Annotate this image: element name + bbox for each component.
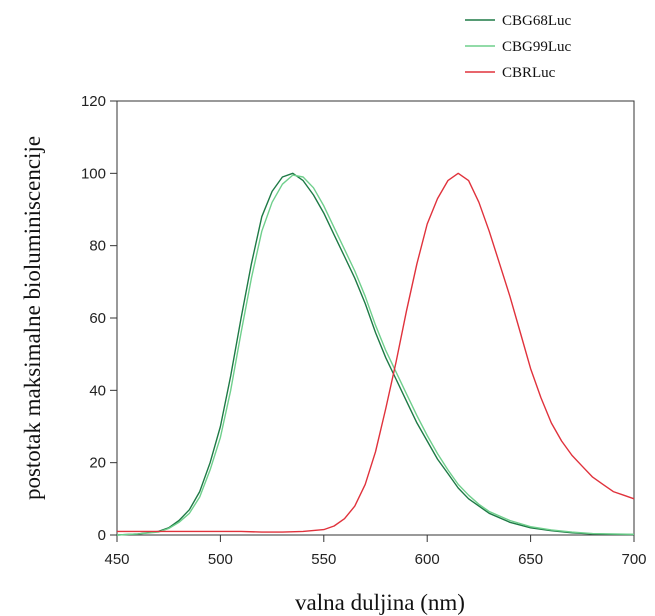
y-axis: 0 20 40 60 80 100 120 [81, 93, 117, 544]
y-tick-label: 80 [89, 238, 106, 255]
x-tick-label: 500 [208, 551, 233, 568]
x-tick-label: 650 [518, 551, 543, 568]
legend: CBG68Luc CBG99Luc CBRLuc [465, 13, 572, 81]
legend-label: CBG99Luc [502, 39, 572, 55]
y-tick-label: 60 [89, 310, 106, 327]
x-tick-label: 550 [311, 551, 336, 568]
y-tick-label: 120 [81, 93, 106, 110]
series-lines [116, 172, 635, 536]
x-tick-label: 450 [104, 551, 129, 568]
y-tick-label: 20 [89, 455, 106, 472]
legend-label: CBG68Luc [502, 13, 572, 29]
y-tick-label: 100 [81, 165, 106, 182]
x-axis-title: valna duljina (nm) [295, 590, 465, 615]
y-tick-label: 0 [98, 527, 106, 544]
x-tick-label: 600 [415, 551, 440, 568]
plot-frame [116, 100, 635, 536]
x-axis: 450 500 550 600 650 700 [104, 535, 647, 568]
y-axis-title: postotak maksimalne bioluminiscencije [20, 136, 45, 500]
series-line-cbrluc [117, 172, 635, 533]
y-tick-label: 40 [89, 382, 106, 399]
series-line-cbg68luc [116, 172, 635, 536]
legend-label: CBRLuc [502, 65, 556, 81]
series-line-cbg99luc [116, 174, 635, 536]
x-tick-label: 700 [621, 551, 646, 568]
